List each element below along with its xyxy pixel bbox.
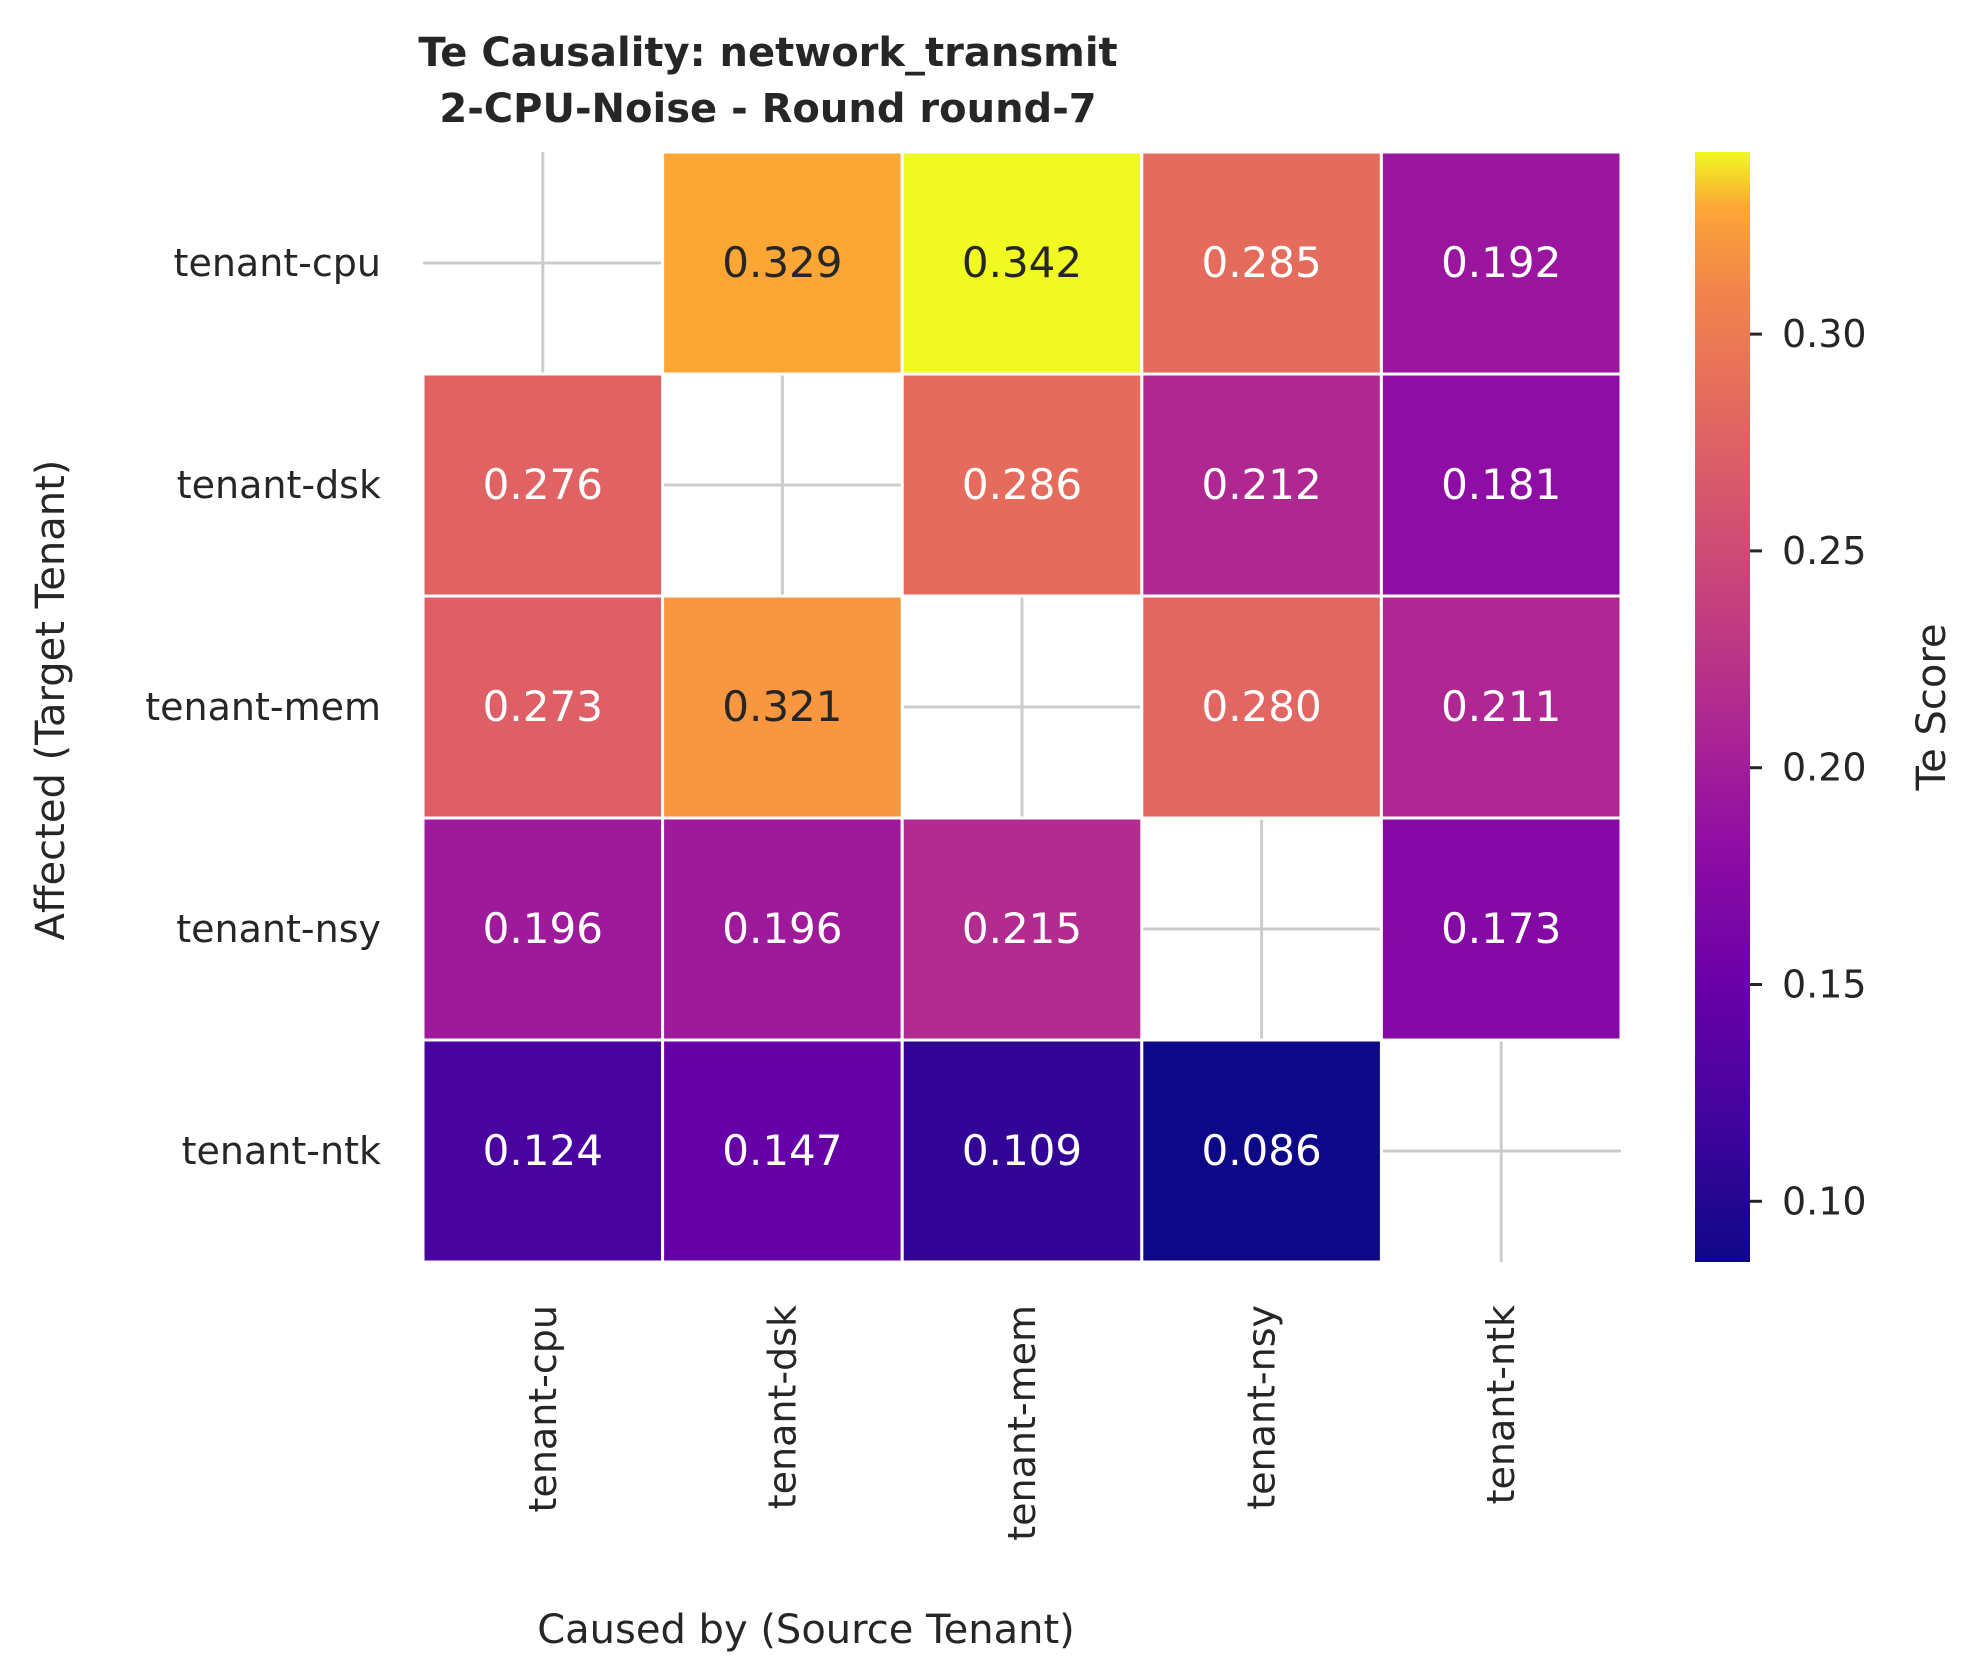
x-tick-label: tenant-ntk bbox=[1479, 1305, 1523, 1504]
y-tick-labels: tenant-cpu tenant-dsk tenant-mem tenant-nsy… bbox=[145, 241, 381, 1173]
colorbar-ticks: 0.10 0.15 0.20 0.25 0.30 bbox=[1750, 312, 1867, 1223]
heatmap-cell bbox=[1140, 372, 1383, 598]
y-tick-label: tenant-nsy bbox=[176, 907, 381, 951]
x-tick-label: tenant-cpu bbox=[521, 1305, 565, 1512]
colorbar-tick-label: 0.25 bbox=[1782, 529, 1867, 573]
cell-value-label: 0.273 bbox=[483, 682, 603, 731]
cell-value-label: 0.124 bbox=[483, 1126, 603, 1175]
colorbar-label: Te Score bbox=[1909, 624, 1955, 792]
cell-value-label: 0.147 bbox=[722, 1126, 842, 1175]
cell-value-label: 0.276 bbox=[483, 460, 603, 509]
heatmap-cell bbox=[661, 816, 904, 1042]
cell-value-label: 0.086 bbox=[1201, 1126, 1321, 1175]
heatmap-cell bbox=[900, 1038, 1144, 1264]
cell-value-label: 0.192 bbox=[1441, 238, 1561, 287]
heatmap-cell bbox=[1379, 150, 1623, 376]
colorbar-tick-label: 0.15 bbox=[1782, 963, 1867, 1007]
y-axis-label: Affected (Target Tenant) bbox=[28, 460, 74, 941]
heatmap-cell bbox=[1379, 594, 1623, 820]
cell-value-label: 0.280 bbox=[1201, 682, 1321, 731]
heatmap-cell bbox=[421, 372, 665, 598]
heatmap-cells bbox=[421, 150, 1623, 1264]
y-tick-label: tenant-cpu bbox=[174, 241, 381, 285]
cell-value-label: 0.196 bbox=[722, 904, 842, 953]
cell-value-label: 0.286 bbox=[962, 460, 1082, 509]
heatmap-cell bbox=[421, 594, 665, 820]
heatmap-cell bbox=[661, 594, 904, 820]
cell-value-label: 0.342 bbox=[962, 238, 1082, 287]
y-tick-label: tenant-mem bbox=[145, 685, 381, 729]
heatmap-cell bbox=[900, 150, 1144, 376]
heatmap-cell bbox=[1140, 1038, 1383, 1264]
x-tick-label: tenant-nsy bbox=[1240, 1305, 1284, 1510]
heatmap-cell bbox=[900, 372, 1144, 598]
cell-value-label: 0.109 bbox=[962, 1126, 1082, 1175]
x-tick-label: tenant-dsk bbox=[760, 1305, 804, 1509]
y-tick-label: tenant-ntk bbox=[182, 1129, 381, 1173]
x-tick-labels: tenant-cpu tenant-dsk tenant-mem tenant-nsy… bbox=[521, 1305, 1523, 1541]
cell-value-label: 0.215 bbox=[962, 904, 1082, 953]
x-axis-label: Caused by (Source Tenant) bbox=[537, 1607, 1075, 1653]
cell-value-label: 0.329 bbox=[722, 238, 842, 287]
heatmap-cell bbox=[421, 816, 665, 1042]
heatmap-cell bbox=[661, 1038, 904, 1264]
heatmap-cell bbox=[1379, 372, 1623, 598]
chart-title-line1: Te Causality: network_transmit bbox=[418, 30, 1117, 76]
cell-value-label: 0.212 bbox=[1201, 460, 1321, 509]
colorbar bbox=[1695, 152, 1750, 1262]
cell-value-label: 0.285 bbox=[1201, 238, 1321, 287]
cell-value-label: 0.211 bbox=[1441, 682, 1561, 731]
y-tick-label: tenant-dsk bbox=[177, 463, 381, 507]
colorbar-tick-label: 0.10 bbox=[1782, 1179, 1867, 1223]
heatmap-cell bbox=[421, 1038, 665, 1264]
colorbar-tick-label: 0.20 bbox=[1782, 746, 1867, 790]
colorbar-tick-label: 0.30 bbox=[1782, 312, 1867, 356]
heatmap-cell bbox=[1140, 594, 1383, 820]
x-tick-label: tenant-mem bbox=[1000, 1305, 1044, 1541]
chart-title-line2: 2-CPU-Noise - Round round-7 bbox=[439, 86, 1096, 132]
cell-value-label: 0.196 bbox=[483, 904, 603, 953]
cell-value-label: 0.173 bbox=[1441, 904, 1561, 953]
cell-value-label: 0.321 bbox=[722, 682, 842, 731]
cell-value-labels: 0.329 0.342 0.285 0.192 0.276 0.286 0.212 0.181… bbox=[483, 238, 1562, 1175]
heatmap-cell bbox=[1379, 816, 1623, 1042]
cell-value-label: 0.181 bbox=[1441, 460, 1561, 509]
heatmap-cell bbox=[900, 816, 1144, 1042]
